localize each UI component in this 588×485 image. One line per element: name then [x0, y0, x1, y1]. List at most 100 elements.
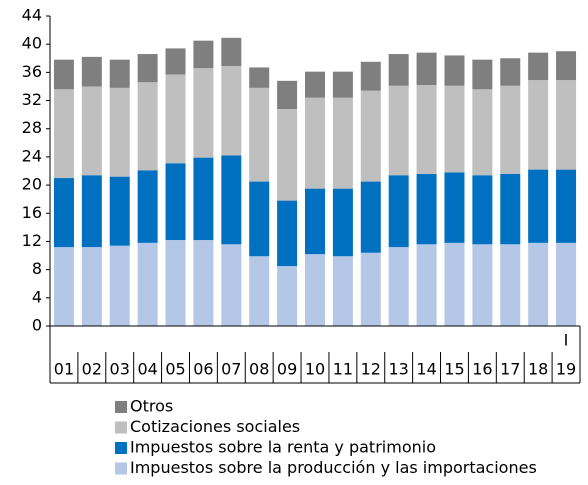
bar-segment [416, 173, 437, 245]
annotation: I [564, 331, 569, 350]
bar-segment [556, 242, 577, 326]
bar-segment [53, 59, 74, 90]
legend-swatch [115, 421, 127, 434]
bar-segment [81, 86, 102, 176]
bar-segment [109, 245, 130, 326]
legend-swatch [115, 401, 127, 413]
bar-segment [81, 247, 102, 326]
bar-segment [360, 252, 381, 326]
bar-segment [165, 74, 186, 164]
bar-segment [500, 85, 521, 174]
bar-segment [444, 172, 465, 243]
bar-segment [472, 244, 493, 326]
bar-segment [81, 56, 102, 87]
bar-segment [221, 37, 242, 67]
legend-swatch [115, 462, 127, 475]
y-tick-label: 12 [22, 231, 42, 250]
x-tick-label: 15 [444, 360, 464, 379]
bar-segment [165, 48, 186, 75]
bar-segment [305, 254, 325, 326]
bar-segment [53, 89, 74, 179]
bar-segment [53, 178, 74, 248]
x-tick-label: 12 [361, 360, 381, 379]
bar-segment [472, 175, 493, 245]
bar-segment [388, 247, 409, 326]
y-tick-label: 44 [22, 6, 42, 25]
bar-segment [249, 87, 270, 182]
bar-segment [137, 242, 158, 326]
bar-segment [137, 82, 158, 171]
x-tick-label: 10 [305, 360, 325, 379]
x-tick-label: 06 [193, 360, 213, 379]
bar-segment [500, 244, 521, 326]
bar-segment [444, 85, 465, 173]
x-tick-label: 05 [165, 360, 185, 379]
bar-segment [416, 52, 437, 86]
y-tick-label: 40 [22, 34, 42, 53]
x-tick-label: 02 [82, 360, 102, 379]
x-tick-label: 17 [500, 360, 520, 379]
bar-segment [165, 240, 186, 326]
bar-segment [249, 181, 270, 257]
x-tick-label: 14 [416, 360, 436, 379]
bar-segment [416, 244, 437, 326]
bar-segment [305, 188, 325, 255]
bar-segment [221, 66, 242, 156]
bar-segment [332, 256, 353, 326]
x-tick-label: 03 [110, 360, 130, 379]
bar-segment [193, 68, 214, 158]
x-tick-label: 13 [389, 360, 409, 379]
y-tick-label: 0 [32, 316, 42, 335]
bar-segment [221, 244, 242, 326]
x-tick-label: 01 [54, 360, 74, 379]
bar-segment [360, 90, 381, 182]
x-tick-label: 19 [556, 360, 576, 379]
y-tick-label: 24 [22, 146, 42, 165]
legend-label: Impuestos sobre la renta y patrimonio [130, 438, 436, 457]
y-tick-label: 32 [22, 90, 42, 109]
bar-segment [137, 54, 158, 83]
x-tick-label: 16 [472, 360, 492, 379]
legend-label: Impuestos sobre la producción y las impo… [130, 458, 537, 477]
y-tick-label: 28 [22, 118, 42, 137]
bar-segment [528, 169, 549, 243]
bar-segment [277, 266, 298, 326]
y-tick-label: 16 [22, 203, 42, 222]
bar-segment [332, 188, 353, 257]
y-tick-label: 4 [32, 287, 42, 306]
x-tick-label: 09 [277, 360, 297, 379]
bar-segment [193, 240, 214, 326]
bar-segment [332, 97, 353, 189]
bar-segment [137, 170, 158, 243]
bar-segment [193, 40, 214, 69]
legend-label: Cotizaciones sociales [130, 417, 300, 436]
bar-segment [500, 173, 521, 245]
legend-label: Otros [130, 397, 173, 416]
bar-segment [305, 97, 325, 189]
bar-segment [556, 169, 577, 243]
bar-segment [556, 80, 577, 170]
x-tick-label: 18 [528, 360, 548, 379]
bar-segment [277, 200, 298, 267]
bar-segment [528, 52, 549, 81]
bar-segment [277, 80, 298, 109]
y-tick-label: 20 [22, 175, 42, 194]
bar-segment [388, 175, 409, 248]
bar-segment [472, 89, 493, 176]
bar-segment [221, 155, 242, 245]
bar-segment [360, 61, 381, 91]
bar-segment [109, 87, 130, 177]
bar-segment [416, 85, 437, 174]
bar-segment [444, 242, 465, 326]
x-tick-label: 07 [221, 360, 241, 379]
x-tick-label: 11 [333, 360, 353, 379]
bar-segment [193, 157, 214, 241]
y-tick-label: 36 [22, 62, 42, 81]
bar-segment [500, 58, 521, 86]
bar-segment [332, 71, 353, 98]
bar-segment [528, 80, 549, 170]
bar-segment [249, 67, 270, 88]
bar-segment [277, 109, 298, 201]
bar-segment [249, 256, 270, 326]
